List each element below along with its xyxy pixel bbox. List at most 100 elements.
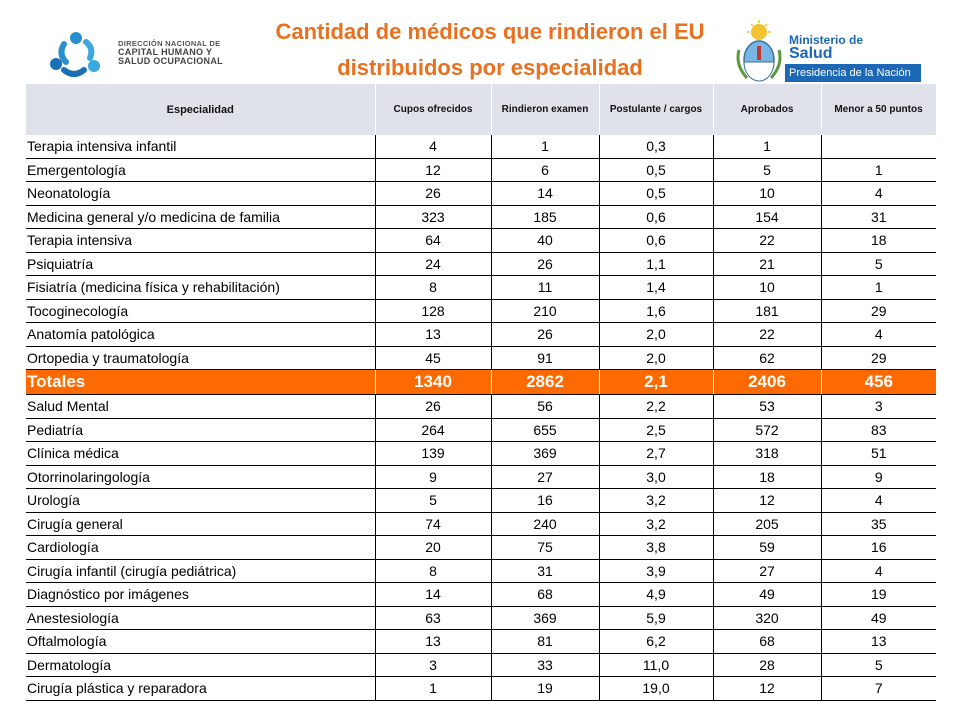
specialty-cell: Cirugía general	[26, 512, 376, 536]
table-row: Ortopedia y traumatología 45 91 2,0 62 29	[26, 346, 936, 370]
value-cell: 11	[491, 275, 600, 300]
specialty-cell: Oftalmología	[26, 629, 376, 654]
value-cell: 35	[821, 512, 936, 536]
table-row: Medicina general y/o medicina de familia…	[26, 205, 936, 229]
value-cell: 0,6	[599, 205, 714, 229]
argentina-coat-of-arms-icon	[736, 20, 782, 82]
table-row: Oftalmología 13 81 6,2 68 13	[26, 629, 936, 654]
value-cell: 2,2	[599, 394, 714, 419]
specialty-cell: Neonatología	[26, 181, 376, 206]
value-cell: 68	[491, 582, 600, 607]
ministerio-salud-logo: Ministerio de Salud Presidencia de la Na…	[733, 20, 923, 86]
value-cell: 6,2	[599, 629, 714, 654]
specialty-table: Especialidad Cupos ofrecidos Rindieron exa…	[26, 84, 937, 701]
specialty-cell: Terapia intensiva infantil	[26, 135, 376, 159]
table-row: Diagnóstico por imágenes 14 68 4,9 49 19	[26, 582, 936, 607]
column-header: Menor a 50 puntos	[821, 84, 937, 135]
value-cell: 26	[375, 181, 492, 206]
value-cell: 51	[821, 441, 936, 466]
totals-row: Totales 1340 2862 2,1 2406 456	[26, 369, 936, 395]
value-cell: 20	[375, 535, 492, 560]
table-row: Anatomía patológica 13 26 2,0 22 4	[26, 322, 936, 347]
value-cell: 3,2	[599, 488, 714, 513]
value-cell: 53	[713, 394, 822, 419]
table-body: Terapia intensiva infantil 4 1 0,3 1 Emergent…	[26, 135, 936, 701]
value-cell: 12	[713, 488, 822, 513]
value-cell: 318	[713, 441, 822, 466]
people-circle-logo-icon	[50, 32, 100, 77]
value-cell: 21	[713, 252, 822, 276]
value-cell: 9	[375, 465, 492, 489]
value-cell: 8	[375, 275, 492, 300]
specialty-cell: Clínica médica	[26, 441, 376, 466]
value-cell: 19,0	[599, 676, 714, 701]
value-cell: 2862	[491, 369, 600, 395]
value-cell: 264	[375, 418, 492, 442]
value-cell: 4	[821, 181, 936, 206]
value-cell: 3	[375, 653, 492, 677]
value-cell: 8	[375, 559, 492, 583]
value-cell: 7	[821, 676, 936, 701]
value-cell: 24	[375, 252, 492, 276]
org-line-3: SALUD OCUPACIONAL	[118, 56, 223, 66]
table-row: Psiquiatría 24 26 1,1 21 5	[26, 252, 936, 276]
value-cell: 3	[821, 394, 936, 419]
table-row: Cardiología 20 75 3,8 59 16	[26, 535, 936, 560]
slide-header: DIRECCIÓN NACIONAL DE CAPITAL HUMANO Y SAL…	[0, 0, 960, 86]
table-row: Pediatría 264 655 2,5 572 83	[26, 418, 936, 442]
value-cell: 210	[491, 299, 600, 323]
value-cell: 14	[491, 181, 600, 206]
org-name: DIRECCIÓN NACIONAL DE CAPITAL HUMANO Y SAL…	[118, 39, 238, 66]
specialty-cell: Dermatología	[26, 653, 376, 677]
value-cell: 0,6	[599, 228, 714, 253]
value-cell: 29	[821, 346, 936, 370]
value-cell: 1,1	[599, 252, 714, 276]
ministry-line-2: Salud	[789, 45, 833, 62]
value-cell: 3,8	[599, 535, 714, 560]
value-cell: 18	[713, 465, 822, 489]
page-title: Cantidad de médicos que rindieron el EU …	[230, 14, 750, 86]
value-cell: 91	[491, 346, 600, 370]
value-cell: 655	[491, 418, 600, 442]
value-cell: 56	[491, 394, 600, 419]
table-row: Terapia intensiva infantil 4 1 0,3 1	[26, 135, 936, 159]
value-cell: 5	[821, 252, 936, 276]
specialty-cell: Psiquiatría	[26, 252, 376, 276]
value-cell: 4	[821, 322, 936, 347]
specialty-cell: Cirugía plástica y reparadora	[26, 676, 376, 701]
value-cell: 2406	[713, 369, 822, 395]
value-cell: 75	[491, 535, 600, 560]
value-cell: 154	[713, 205, 822, 229]
value-cell: 18	[821, 228, 936, 253]
value-cell: 27	[713, 559, 822, 583]
column-header: Rindieron examen	[491, 84, 600, 135]
value-cell: 2,5	[599, 418, 714, 442]
value-cell: 1	[713, 135, 822, 159]
value-cell: 0,3	[599, 135, 714, 159]
value-cell: 1,4	[599, 275, 714, 300]
value-cell: 13	[821, 629, 936, 654]
table-header-row: Especialidad Cupos ofrecidos Rindieron exa…	[26, 84, 937, 135]
value-cell: 31	[821, 205, 936, 229]
specialty-cell: Tocoginecología	[26, 299, 376, 323]
table-row: Cirugía infantil (cirugía pediátrica) 8 31…	[26, 559, 936, 583]
presidencia-banner: Presidencia de la Nación	[785, 64, 921, 82]
value-cell: 10	[713, 275, 822, 300]
value-cell: 10	[713, 181, 822, 206]
value-cell: 1,6	[599, 299, 714, 323]
value-cell: 12	[375, 158, 492, 182]
dncahso-logo: DIRECCIÓN NACIONAL DE CAPITAL HUMANO Y SAL…	[44, 24, 234, 88]
value-cell: 63	[375, 606, 492, 630]
value-cell: 3,0	[599, 465, 714, 489]
value-cell: 26	[491, 322, 600, 347]
specialty-cell: Medicina general y/o medicina de familia	[26, 205, 376, 229]
table-row: Neonatología 26 14 0,5 10 4	[26, 181, 936, 206]
table-row: Fisiatría (medicina física y rehabilitac…	[26, 275, 936, 300]
value-cell: 9	[821, 465, 936, 489]
specialty-cell: Totales	[26, 369, 376, 395]
value-cell: 22	[713, 228, 822, 253]
value-cell: 0,5	[599, 181, 714, 206]
value-cell: 456	[821, 369, 936, 395]
value-cell: 11,0	[599, 653, 714, 677]
value-cell: 2,7	[599, 441, 714, 466]
